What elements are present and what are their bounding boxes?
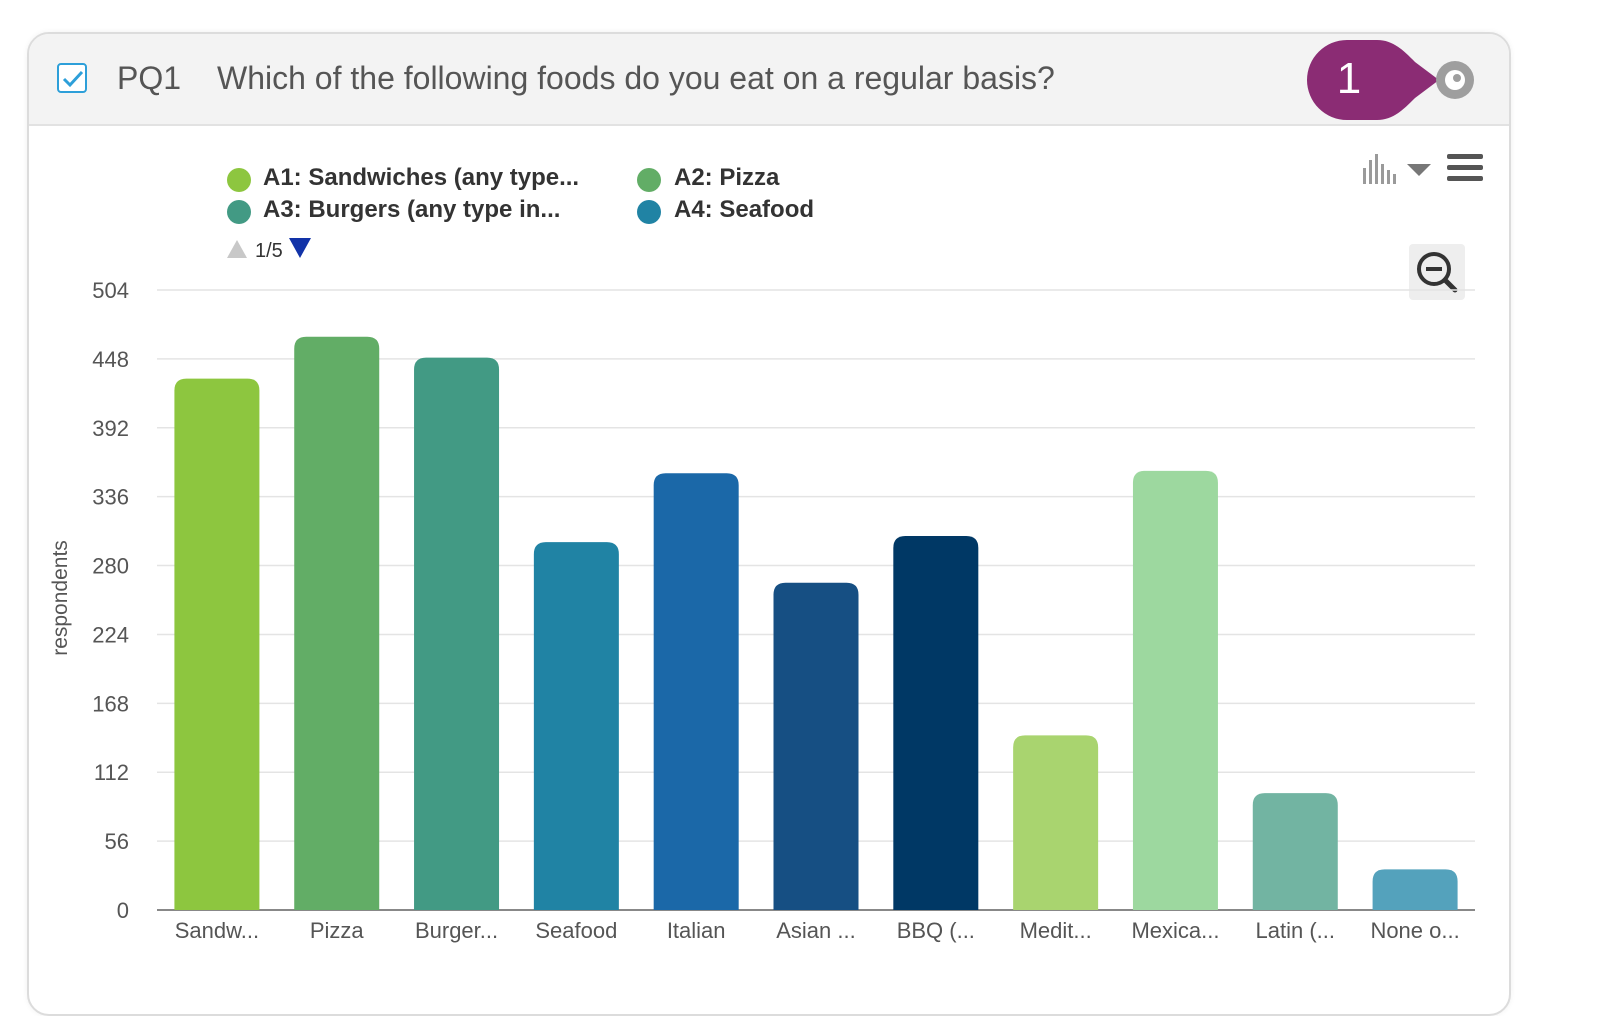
y-tick-label: 112 — [94, 760, 129, 785]
question-checkbox[interactable] — [57, 63, 87, 93]
bar[interactable] — [893, 536, 979, 910]
bar[interactable] — [294, 336, 380, 910]
x-tick-label: Burger... — [415, 918, 498, 943]
bar[interactable] — [174, 378, 260, 911]
question-id: PQ1 — [117, 60, 182, 96]
bar[interactable] — [1252, 793, 1338, 910]
x-tick-label: Latin (... — [1256, 918, 1335, 943]
y-tick-label: 168 — [92, 691, 129, 716]
bar[interactable] — [773, 582, 859, 910]
y-tick-label: 56 — [105, 829, 129, 854]
x-tick-label: Medit... — [1020, 918, 1092, 943]
question-card: PQ1 Which of the following foods do you … — [27, 32, 1511, 1016]
y-tick-label: 336 — [92, 485, 129, 510]
x-tick-label: Asian ... — [776, 918, 855, 943]
callout-number: 1 — [1336, 54, 1362, 103]
bar[interactable] — [1372, 869, 1458, 910]
legend-dot-a4 — [637, 200, 661, 224]
hamburger-menu-icon[interactable] — [1447, 152, 1483, 184]
legend-item-a1[interactable]: A1: Sandwiches (any type... — [263, 164, 580, 191]
legend-prev-icon[interactable] — [227, 240, 247, 258]
target-icon[interactable] — [1435, 60, 1475, 100]
x-tick-label: Italian — [667, 918, 726, 943]
legend-item-a2[interactable]: A2: Pizza — [674, 164, 780, 191]
y-tick-label: 504 — [92, 278, 129, 303]
y-tick-label: 392 — [92, 416, 129, 441]
bar-chart-icon[interactable] — [1362, 154, 1398, 184]
question-header: PQ1 Which of the following foods do you … — [29, 34, 1509, 126]
bar[interactable] — [653, 473, 739, 910]
x-tick-label: Seafood — [535, 918, 617, 943]
legend-dot-a3 — [227, 200, 251, 224]
bar[interactable] — [1132, 470, 1218, 910]
caret-down-icon[interactable] — [1407, 164, 1431, 178]
legend-page-indicator: 1/5 — [255, 240, 283, 262]
bar[interactable] — [1013, 735, 1099, 910]
y-tick-label: 224 — [92, 622, 129, 647]
x-tick-label: Mexica... — [1131, 918, 1219, 943]
legend-item-a3[interactable]: A3: Burgers (any type in... — [263, 196, 561, 223]
bar-chart: 0 56 112 168 224 280 336 392 448 504 Sandw... Pizz… — [92, 278, 1475, 943]
y-tick-label: 0 — [117, 898, 129, 923]
x-tick-label: Pizza — [310, 918, 365, 943]
checkmark-icon — [62, 70, 84, 88]
legend-item-a4[interactable]: A4: Seafood — [674, 196, 815, 223]
legend-dot-a1 — [227, 168, 251, 192]
x-tick-label: None o... — [1370, 918, 1459, 943]
bar[interactable] — [414, 357, 500, 911]
x-tick-label: Sandw... — [175, 918, 259, 943]
y-tick-label: 448 — [92, 347, 129, 372]
legend-dot-a2 — [637, 168, 661, 192]
legend-next-icon[interactable] — [289, 238, 311, 258]
bar[interactable] — [533, 542, 619, 910]
callout-badge — [1307, 40, 1439, 120]
y-tick-label: 280 — [92, 554, 129, 579]
zoom-out-icon — [1417, 252, 1458, 293]
x-tick-label: BBQ (... — [897, 918, 975, 943]
question-text: Which of the following foods do you eat … — [217, 60, 1055, 96]
